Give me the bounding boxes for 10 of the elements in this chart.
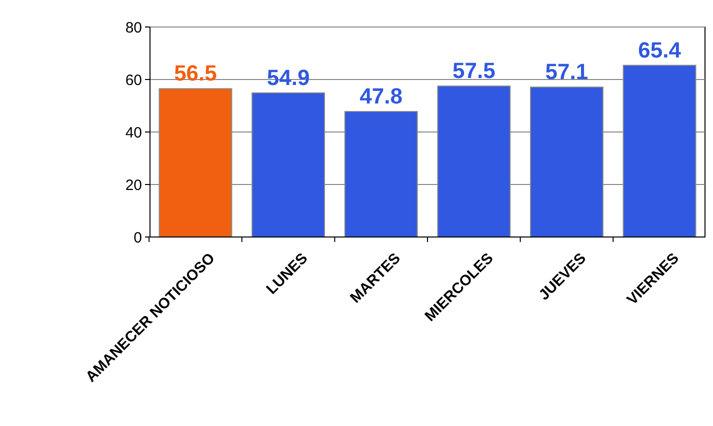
data-label: 57.1 [545,59,588,84]
y-tick-label: 0 [134,229,142,246]
y-tick-label: 20 [125,176,142,194]
y-tick-label: 60 [125,72,142,89]
data-label: 57.5 [452,58,496,84]
y-tick-label: 80 [125,19,142,36]
y-tick-label: 40 [125,124,142,142]
data-label: 56.5 [174,60,217,86]
data-label: 47.8 [360,84,403,109]
data-label: 65.4 [638,37,682,62]
